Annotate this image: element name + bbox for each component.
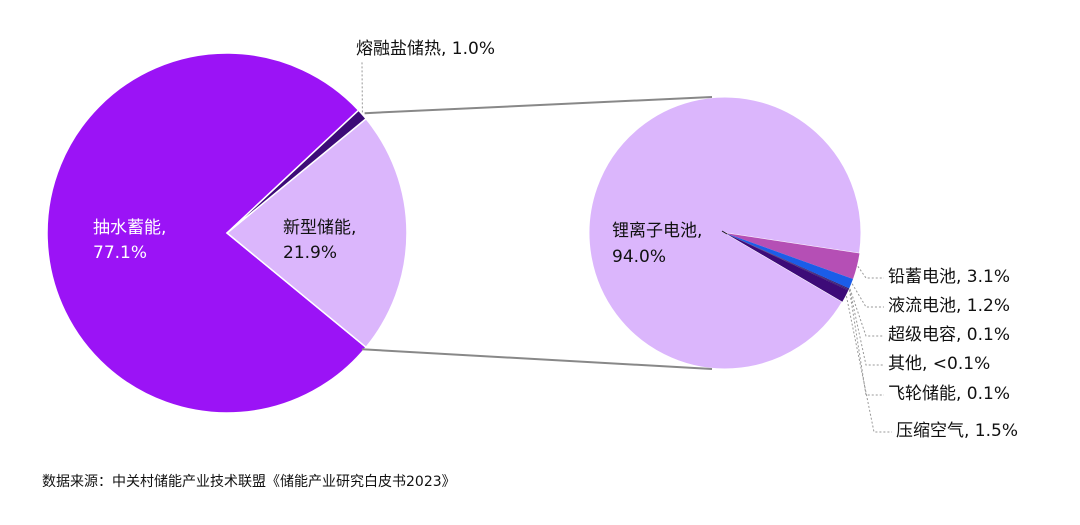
right-leader-2 [851, 283, 884, 308]
right-leader-4 [849, 289, 884, 366]
right-leader-5 [848, 289, 884, 396]
connector-top [364, 96, 713, 115]
right-pie-slice-3 [725, 233, 850, 290]
left-pct-0: 77.1% [93, 243, 147, 263]
left-pie-slice-0 [46, 52, 368, 414]
right-label-0: 锂离子电池, [612, 221, 702, 241]
left-pct-1: 21.9% [283, 243, 337, 263]
right-pie-slice-6 [725, 233, 849, 302]
right-label-1: 铅蓄电池, 3.1% [888, 267, 1010, 287]
right-pointer-0 [721, 230, 728, 235]
right-leader-1 [857, 266, 884, 279]
source-note: 数据来源：中关村储能产业技术联盟《储能产业研究白皮书2023》 [42, 474, 456, 490]
right-pie-slice-5 [725, 233, 849, 291]
right-pie-slice-4 [725, 233, 849, 290]
right-label-5: 飞轮储能, 0.1% [888, 384, 1010, 404]
right-pie-slice-2 [725, 233, 853, 289]
right-pct-0: 94.0% [612, 247, 666, 267]
right-leader-3 [849, 288, 884, 337]
right-label-4: 其他, <0.1% [888, 354, 990, 374]
right-label-6: 压缩空气, 1.5% [896, 421, 1018, 441]
left-label-0: 抽水蓄能, [93, 218, 166, 238]
right-label-2: 液流电池, 1.2% [888, 296, 1010, 316]
right-label-3: 超级电容, 0.1% [888, 325, 1010, 345]
right-leader-6 [845, 296, 892, 433]
connector-bottom [361, 348, 713, 370]
left-label-1: 新型储能, [283, 218, 356, 238]
right-pie-slice-1 [725, 233, 860, 279]
left-pie-slice-1 [225, 117, 408, 349]
left-pie-slice-2 [226, 109, 368, 234]
left-label-2: 熔融盐储热, 1.0% [356, 39, 495, 59]
